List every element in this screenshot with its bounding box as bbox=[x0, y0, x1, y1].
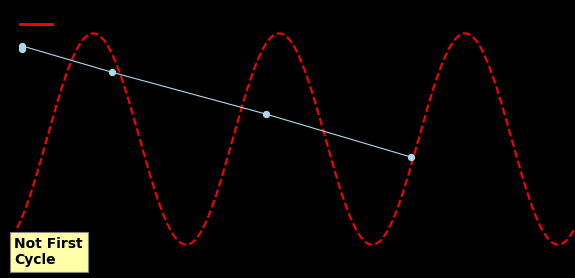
Point bbox=[407, 155, 416, 159]
Point bbox=[261, 112, 270, 116]
Text: Not First
Cycle: Not First Cycle bbox=[14, 237, 83, 267]
Point bbox=[108, 70, 117, 75]
Point bbox=[17, 44, 26, 48]
Point bbox=[17, 46, 26, 51]
